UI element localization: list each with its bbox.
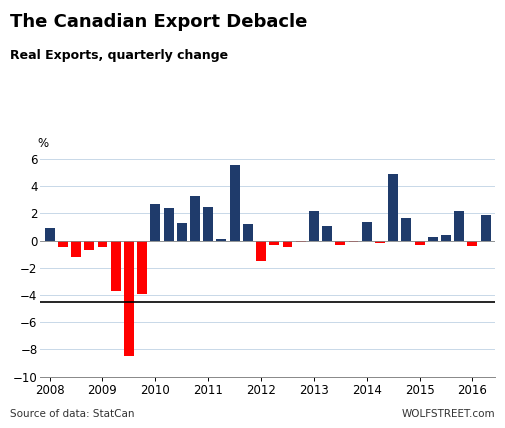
Text: WOLFSTREET.com: WOLFSTREET.com (401, 410, 495, 419)
Bar (243, 224, 253, 241)
Bar (190, 196, 200, 241)
Bar (415, 241, 425, 245)
Bar (441, 235, 451, 241)
Bar (348, 241, 359, 242)
Bar (137, 241, 147, 294)
Bar (124, 241, 134, 356)
Bar (217, 239, 226, 241)
Text: Source of data: StatCan: Source of data: StatCan (10, 410, 135, 419)
Bar (45, 229, 55, 241)
Bar (296, 241, 306, 242)
Bar (164, 208, 174, 241)
Bar (230, 164, 239, 241)
Bar (256, 241, 266, 261)
Bar (335, 241, 345, 245)
Bar (309, 211, 319, 241)
Bar (71, 241, 81, 257)
Bar (428, 237, 438, 241)
Bar (468, 241, 477, 246)
Bar (97, 241, 108, 247)
Bar (401, 217, 412, 241)
Bar (58, 241, 68, 247)
Text: %: % (37, 137, 48, 150)
Bar (269, 241, 279, 245)
Bar (454, 211, 464, 241)
Bar (481, 215, 490, 241)
Bar (203, 207, 213, 241)
Bar (84, 241, 94, 250)
Text: Real Exports, quarterly change: Real Exports, quarterly change (10, 49, 228, 62)
Bar (150, 204, 160, 241)
Text: The Canadian Export Debacle: The Canadian Export Debacle (10, 13, 308, 31)
Bar (282, 241, 292, 247)
Bar (362, 222, 372, 241)
Bar (375, 241, 385, 244)
Bar (388, 174, 398, 241)
Bar (322, 226, 332, 241)
Bar (111, 241, 121, 291)
Bar (177, 223, 187, 241)
